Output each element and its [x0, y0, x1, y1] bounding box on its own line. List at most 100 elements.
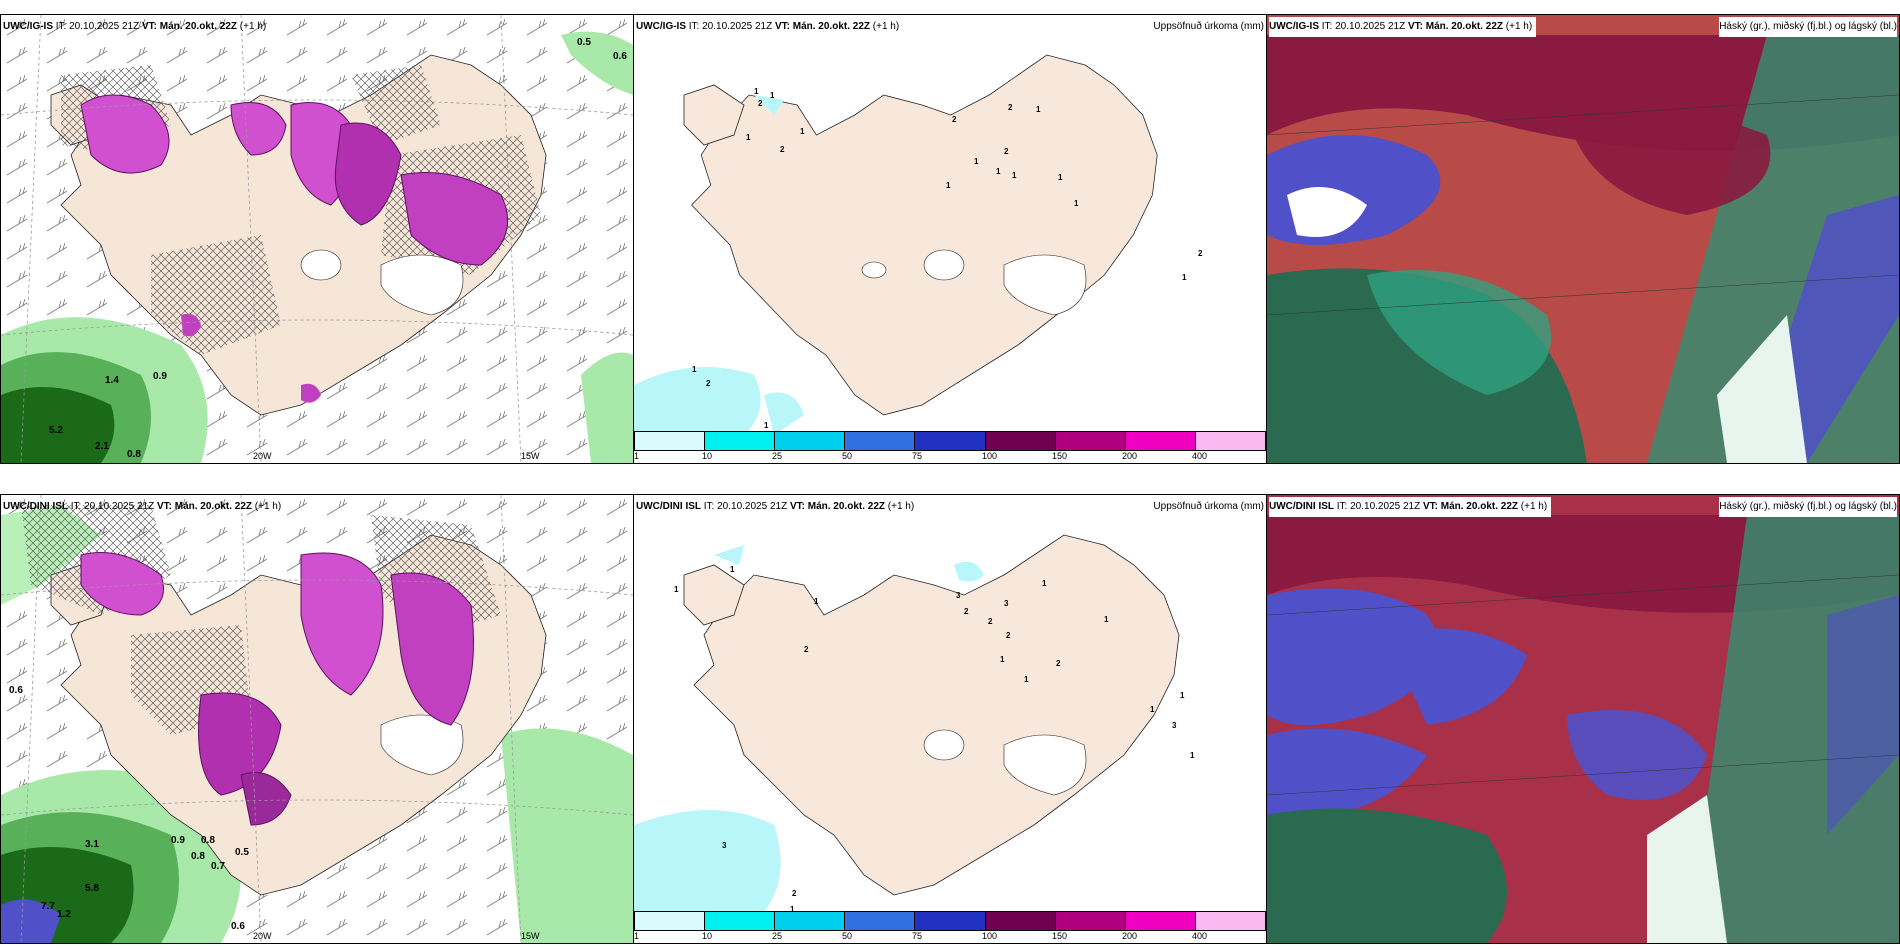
- map-wind-precip-1: [1, 15, 633, 463]
- value-label: 0.8: [201, 835, 215, 846]
- colorbar-seg: [985, 432, 1056, 450]
- value-label: 5.2: [49, 425, 63, 436]
- header-right-1: UWC/IG-IS IT: 20.10.2025 21Z VT: Mán. 20…: [1269, 17, 1537, 37]
- precip-label: 2: [792, 889, 797, 898]
- value-label: 1.4: [105, 375, 119, 386]
- colorbar-label: 100: [982, 931, 998, 941]
- colorbar-label: 200: [1122, 931, 1138, 941]
- colorbar-label: 200: [1122, 451, 1138, 461]
- precip-label: 2: [1056, 659, 1061, 668]
- colorbar-seg: [1125, 432, 1196, 450]
- colorbar-seg: [1055, 912, 1126, 930]
- title-cloud-2: Háský (gr.), miðský (fj.bl.) og lágský (…: [1719, 497, 1897, 517]
- precip-label: 1: [1190, 751, 1195, 760]
- colorbar-labels-2: 1 10 25 50 75 100 150 200 400: [634, 931, 1266, 943]
- map-precip-2: [634, 495, 1266, 943]
- precip-label: 1: [790, 905, 795, 914]
- colorbar-label: 400: [1192, 451, 1208, 461]
- precip-label: 1: [1182, 273, 1187, 282]
- colorbar-seg: [845, 432, 916, 450]
- colorbar-seg: [775, 432, 846, 450]
- panel-precip-1: UWC/IG-IS IT: 20.10.2025 21Z VT: Mán. 20…: [633, 14, 1267, 464]
- precip-label: 1: [754, 87, 759, 96]
- precip-label: 1: [1058, 173, 1063, 182]
- precip-label: 1: [764, 421, 769, 430]
- header-left-1: UWC/IG-IS IT: 20.10.2025 21Z VT: Mán. 20…: [3, 21, 267, 32]
- panel-cloud-2: UWC/DINI ISL IT: 20.10.2025 21Z VT: Mán.…: [1266, 494, 1900, 944]
- value-label: 0.6: [231, 921, 245, 932]
- header-left-2: UWC/DINI ISL IT: 20.10.2025 21Z VT: Mán.…: [3, 501, 282, 512]
- colorbar-seg: [845, 912, 916, 930]
- title-cloud-1: Háský (gr.), miðský (fj.bl.) og lágský (…: [1719, 17, 1897, 37]
- value-label: 0.6: [9, 685, 23, 696]
- colorbar-label: 10: [702, 451, 713, 461]
- precip-label: 1: [974, 157, 979, 166]
- precip-label: 1: [1000, 655, 1005, 664]
- value-label: 3.1: [85, 839, 99, 850]
- precip-label: 1: [996, 167, 1001, 176]
- colorbar-label: 50: [842, 931, 853, 941]
- precip-label: 3: [1004, 599, 1009, 608]
- value-label: 0.9: [153, 371, 167, 382]
- precip-label: 2: [952, 115, 957, 124]
- precip-label: 1: [1150, 705, 1155, 714]
- colorbar-label: 50: [842, 451, 853, 461]
- precip-label: 1: [746, 133, 751, 142]
- precip-label: 2: [1198, 249, 1203, 258]
- precip-label: 2: [988, 617, 993, 626]
- colorbar-label: 25: [772, 931, 783, 941]
- value-label: 0.8: [191, 851, 205, 862]
- colorbar-labels-1: 1 10 25 50 75 100 150 200 400: [634, 451, 1266, 463]
- map-precip-1: [634, 15, 1266, 463]
- value-label: 0.9: [171, 835, 185, 846]
- value-label: 7.7: [41, 901, 55, 912]
- value-label: 0.8: [127, 449, 141, 460]
- precip-label: 3: [722, 841, 727, 850]
- lon-label-15w-2: 15W: [521, 931, 540, 941]
- colorbar-2: [634, 911, 1266, 931]
- colorbar-label: 100: [982, 451, 998, 461]
- precip-label: 2: [1008, 103, 1013, 112]
- title-precip-2: Uppsöfnuð úrkoma (mm): [1153, 501, 1264, 512]
- colorbar-seg: [985, 912, 1056, 930]
- value-label: 0.6: [613, 51, 627, 62]
- precip-label: 1: [946, 181, 951, 190]
- precip-label: 2: [1006, 631, 1011, 640]
- value-label: 0.5: [235, 847, 249, 858]
- precip-label: 1: [1104, 615, 1109, 624]
- colorbar-seg: [635, 432, 706, 450]
- colorbar-seg: [635, 912, 706, 930]
- colorbar-label: 1: [634, 931, 640, 941]
- panel-cloud-1: UWC/IG-IS IT: 20.10.2025 21Z VT: Mán. 20…: [1266, 14, 1900, 464]
- value-label: 2.1: [95, 441, 109, 452]
- colorbar-label: 400: [1192, 931, 1208, 941]
- value-label: 1.2: [57, 909, 71, 920]
- precip-label: 2: [804, 645, 809, 654]
- panel-wind-precip-2: UWC/DINI ISL IT: 20.10.2025 21Z VT: Mán.…: [0, 494, 634, 944]
- lon-label-15w-1: 15W: [521, 451, 540, 461]
- precip-label: 3: [956, 591, 961, 600]
- panel-wind-precip-1: UWC/IG-IS IT: 20.10.2025 21Z VT: Mán. 20…: [0, 14, 634, 464]
- colorbar-seg: [1055, 432, 1126, 450]
- precip-label: 2: [780, 145, 785, 154]
- map-cloud-2: [1267, 495, 1899, 943]
- colorbar-label: 75: [912, 931, 923, 941]
- colorbar-label: 10: [702, 931, 713, 941]
- colorbar-label: 25: [772, 451, 783, 461]
- value-label: 0.5: [577, 37, 591, 48]
- precip-label: 1: [674, 585, 679, 594]
- colorbar-label: 1: [634, 451, 640, 461]
- title-precip-1: Uppsöfnuð úrkoma (mm): [1153, 21, 1264, 32]
- precip-label: 2: [1004, 147, 1009, 156]
- colorbar-label: 150: [1052, 931, 1068, 941]
- lon-label-20w-1: 20W: [253, 451, 272, 461]
- colorbar-label: 75: [912, 451, 923, 461]
- header-middle-1: UWC/IG-IS IT: 20.10.2025 21Z VT: Mán. 20…: [636, 21, 900, 32]
- precip-label: 1: [1036, 105, 1041, 114]
- precip-label: 1: [692, 365, 697, 374]
- precip-label: 2: [758, 99, 763, 108]
- colorbar-seg: [705, 432, 776, 450]
- value-label: 0.7: [211, 861, 225, 872]
- colorbar-seg: [915, 432, 986, 450]
- panel-precip-2: UWC/DINI ISL IT: 20.10.2025 21Z VT: Mán.…: [633, 494, 1267, 944]
